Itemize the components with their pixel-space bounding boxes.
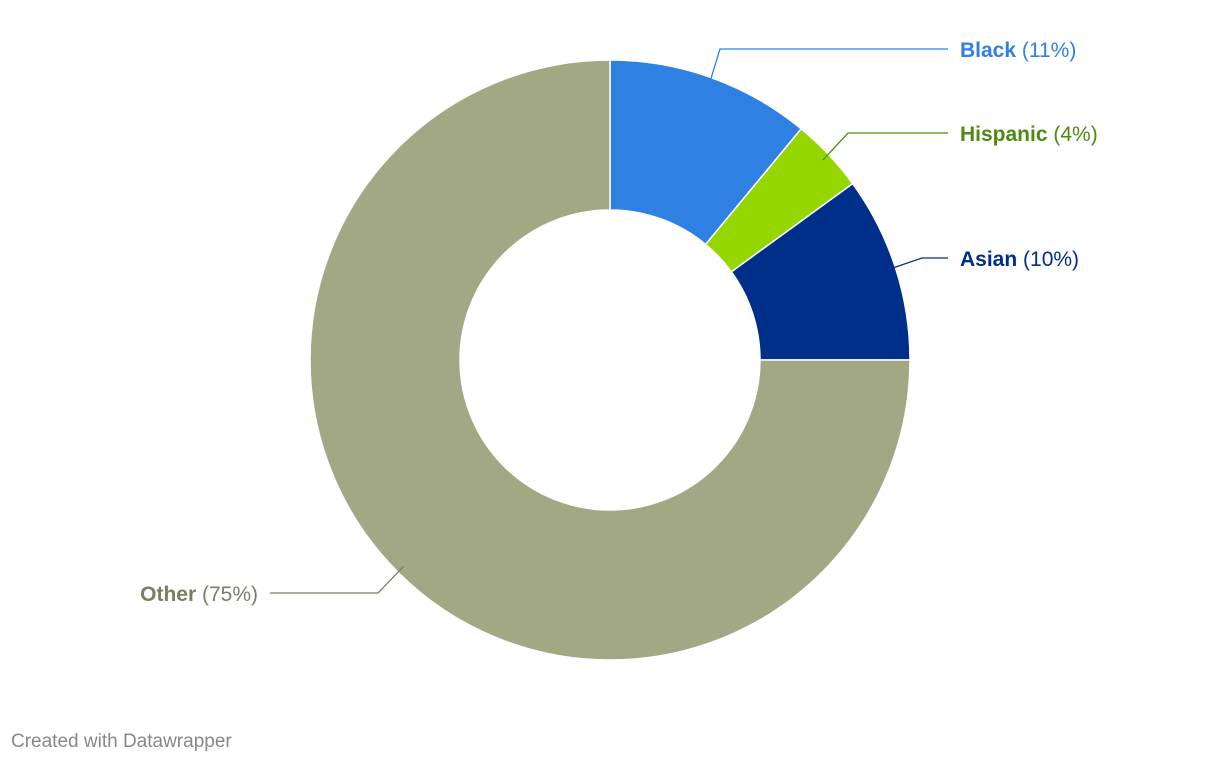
label-name: Black — [960, 39, 1016, 62]
leader-line-other — [270, 566, 404, 594]
label-value: (4%) — [1048, 123, 1098, 146]
label-other: Other (75%) — [140, 583, 258, 606]
leader-line-asian — [887, 257, 948, 271]
leader-line-hispanic — [822, 132, 948, 161]
label-value: (11%) — [1016, 39, 1076, 62]
label-name: Hispanic — [960, 123, 1048, 146]
label-hispanic: Hispanic (4%) — [960, 123, 1098, 146]
label-asian: Asian (10%) — [960, 248, 1079, 271]
label-name: Other — [140, 583, 196, 606]
label-black: Black (11%) — [960, 39, 1076, 62]
label-value: (75%) — [196, 583, 258, 606]
leader-line-black — [708, 48, 948, 86]
label-value: (10%) — [1017, 248, 1079, 271]
label-name: Asian — [960, 248, 1017, 271]
credit-text: Created with Datawrapper — [11, 731, 232, 752]
slice-other — [309, 59, 911, 661]
